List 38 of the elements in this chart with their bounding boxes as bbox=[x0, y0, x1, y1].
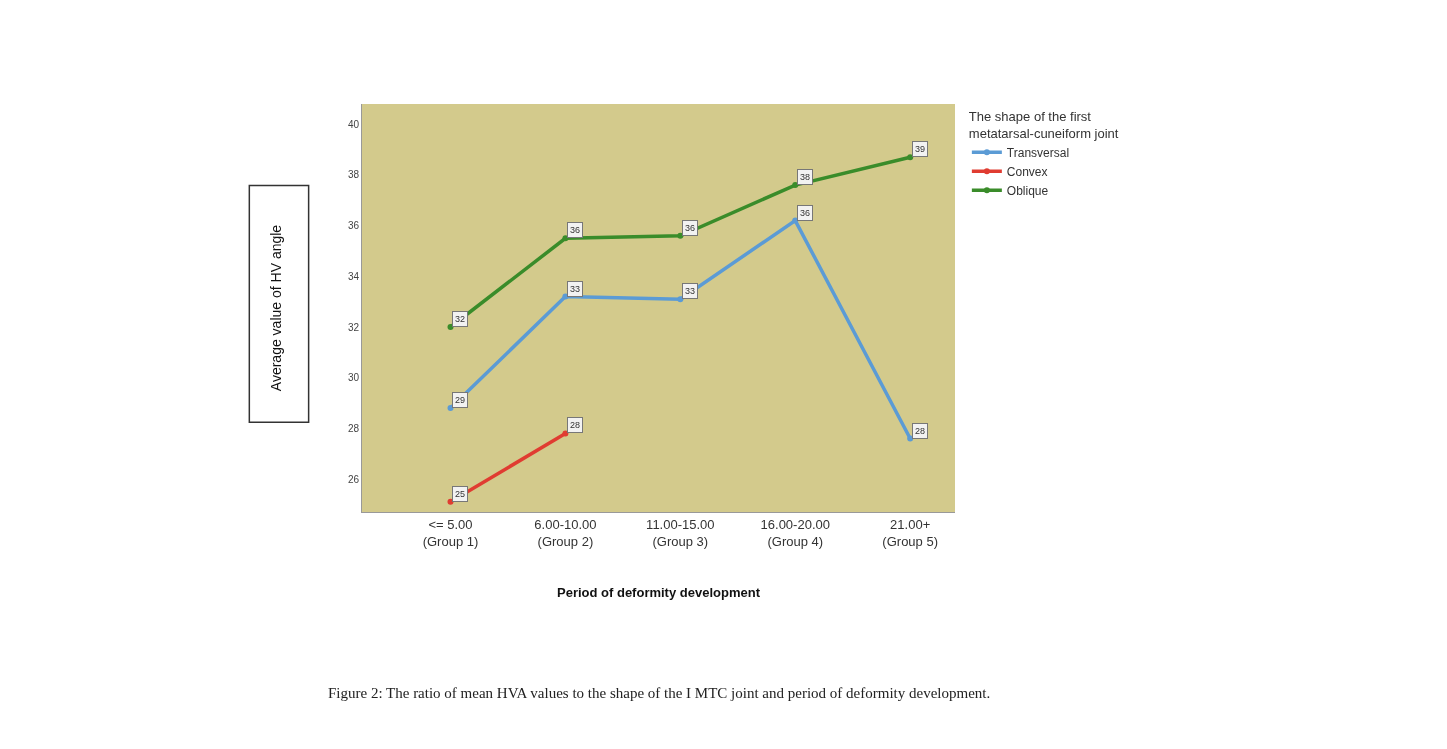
y-tick-label: 40 bbox=[347, 118, 360, 130]
data-label: 36 bbox=[800, 208, 811, 218]
legend-title: The shape of the first metatarsal-cuneiform joint bbox=[968, 108, 1119, 141]
y-tick-label: 26 bbox=[347, 473, 360, 485]
x-tick-label: <= 5.00 (Group 1) bbox=[422, 516, 479, 549]
point bbox=[677, 296, 684, 303]
data-label: 32 bbox=[455, 314, 466, 324]
data-label: 28 bbox=[915, 426, 926, 436]
data-label: 33 bbox=[570, 284, 581, 294]
y-tick-label: 30 bbox=[347, 372, 360, 384]
data-label: 39 bbox=[915, 144, 926, 154]
x-tick-label: 11.00-15.00 (Group 3) bbox=[646, 516, 715, 549]
caption: Figure 2: The ratio of mean HVA values to the shape of the I MTC joint and period of deformity development. bbox=[328, 685, 991, 701]
y-tick-label: 32 bbox=[347, 321, 360, 333]
y-tick-label: 38 bbox=[347, 169, 360, 181]
legend-label: Oblique bbox=[1006, 183, 1049, 198]
data-label: 33 bbox=[685, 286, 696, 296]
point bbox=[792, 217, 799, 224]
y-axis-title: Average value of HV angle bbox=[268, 224, 285, 392]
x-tick-label: 16.00-20.00 (Group 4) bbox=[760, 516, 830, 549]
data-label: 36 bbox=[570, 225, 581, 235]
y-tick-label: 36 bbox=[347, 220, 360, 232]
data-label: 25 bbox=[455, 489, 466, 499]
point bbox=[562, 235, 569, 242]
y-tick-label: 28 bbox=[347, 422, 360, 434]
point bbox=[677, 232, 684, 239]
x-tick-label: 21.00+ (Group 5) bbox=[882, 516, 938, 549]
x-tick-label: 6.00-10.00 (Group 2) bbox=[534, 516, 597, 549]
point bbox=[792, 182, 799, 189]
x-axis-title: Period of deformity development bbox=[557, 585, 761, 601]
data-label: 36 bbox=[685, 223, 696, 233]
legend-label: Transversal bbox=[1006, 145, 1070, 160]
point bbox=[907, 154, 914, 161]
data-label: 38 bbox=[800, 172, 811, 182]
data-label: 29 bbox=[455, 395, 466, 405]
y-tick-label: 34 bbox=[347, 270, 360, 282]
data-label: 28 bbox=[570, 420, 581, 430]
legend-label: Convex bbox=[1006, 164, 1048, 179]
